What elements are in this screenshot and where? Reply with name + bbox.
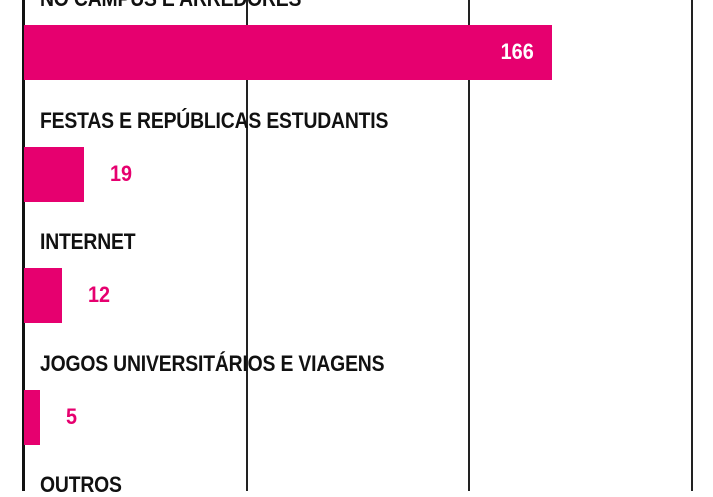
category-label: JOGOS UNIVERSITÁRIOS E VIAGENS xyxy=(40,350,385,376)
category-label: OUTROS xyxy=(40,472,122,497)
gridline xyxy=(468,0,471,491)
category-label: FESTAS E REPÚBLICAS ESTUDANTIS xyxy=(40,107,389,133)
value-label: 19 xyxy=(110,160,133,186)
bar xyxy=(24,146,85,202)
bar xyxy=(24,25,552,80)
value-label: 166 xyxy=(500,39,534,64)
value-label: 5 xyxy=(65,403,77,429)
bar xyxy=(24,389,40,445)
bar xyxy=(24,268,63,323)
gridline xyxy=(245,0,248,491)
category-label: NO CAMPUS E ARREDORES xyxy=(40,0,301,11)
value-label: 12 xyxy=(88,282,111,307)
category-label: INTERNET xyxy=(40,229,136,254)
gridline xyxy=(690,0,693,491)
axis-line xyxy=(22,0,25,491)
